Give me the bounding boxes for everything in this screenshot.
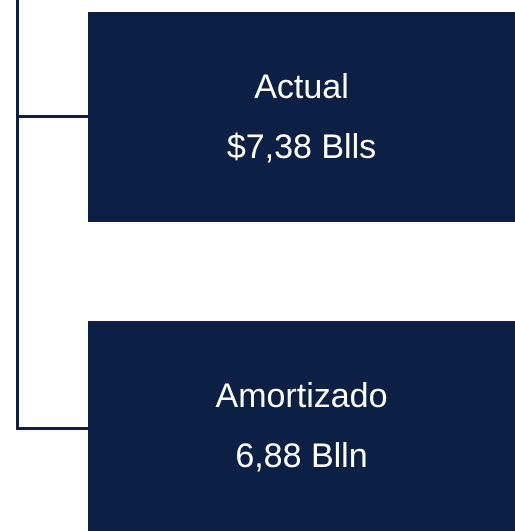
node-label: Actual	[254, 68, 349, 106]
bracket-arm	[16, 115, 88, 118]
node-value: $7,38 Blls	[226, 128, 377, 166]
bracket-vertical	[16, 0, 19, 430]
node-box: Actual $7,38 Blls	[88, 12, 515, 222]
bracket-arm	[16, 427, 88, 430]
node-label: Amortizado	[215, 377, 388, 415]
node-value: 6,88 Blln	[235, 437, 368, 475]
node-box: Amortizado 6,88 Blln	[88, 321, 515, 531]
